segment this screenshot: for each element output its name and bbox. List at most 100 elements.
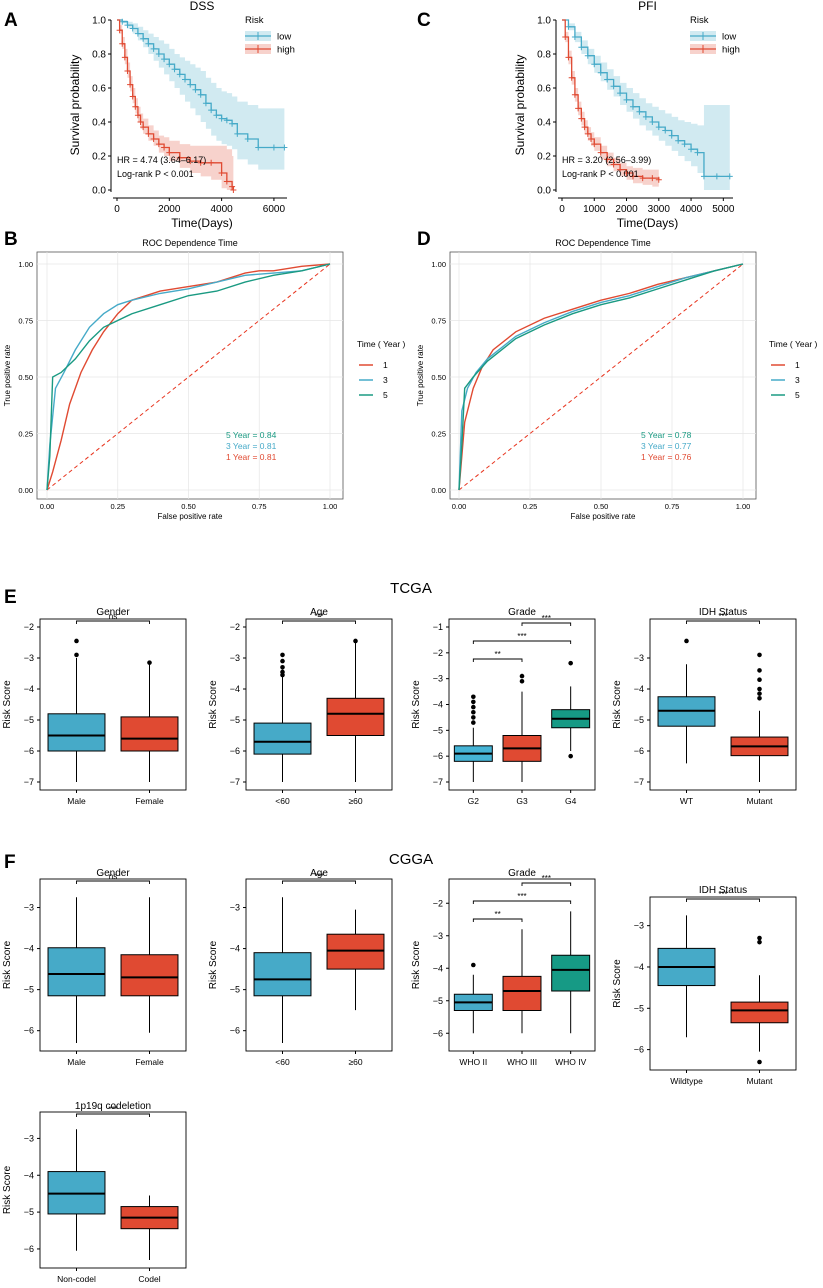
censor-mark: [161, 144, 168, 151]
legend-title: Risk: [245, 15, 264, 26]
significance-label: ***: [108, 1105, 117, 1114]
censor-mark: [134, 112, 141, 119]
censor-mark: [145, 130, 152, 137]
km-plot-A: DSS 0.0 0.2 0.4 0.6 0.8 1.0 0 2000 4000 6000 Time(D…: [68, 0, 295, 230]
y-tick-label: −3: [433, 674, 443, 684]
x-tick-label: 0.50: [181, 502, 196, 511]
outlier-point: [471, 704, 476, 710]
y-tick-label: −3: [24, 653, 34, 663]
significance-bracket: [472, 658, 523, 662]
x-tick-label: 0.75: [665, 502, 680, 511]
box-Female: [120, 716, 179, 752]
significance-bracket: [472, 900, 572, 904]
y-tick-label: −6: [24, 746, 34, 756]
censor-mark: [610, 83, 617, 90]
x-tick-label: 2000: [615, 204, 638, 215]
significance-label: ***: [314, 612, 323, 621]
censor-mark: [140, 124, 147, 131]
category-label: WT: [680, 796, 693, 806]
box-WHO IV: [551, 954, 591, 992]
x-tick-label: 4000: [680, 204, 703, 215]
significance-bracket: [686, 620, 760, 624]
outlier-point: [568, 660, 573, 666]
y-tick-label: −7: [634, 777, 644, 787]
y-axis-label: Risk Score: [208, 940, 219, 989]
section-title-cgga: CGGA: [389, 851, 433, 868]
y-tick-label: 0.00: [431, 486, 446, 495]
censor-mark: [213, 112, 220, 119]
category-label: Mutant: [747, 1076, 774, 1086]
censor-mark: [171, 66, 178, 73]
km-title: PFI: [638, 0, 657, 13]
significance-bracket: [282, 620, 356, 624]
censor-mark: [604, 156, 611, 163]
censor-mark: [116, 27, 123, 34]
y-tick-label: 0.00: [18, 486, 33, 495]
censor-mark: [234, 130, 241, 137]
y-tick-label: 0.75: [431, 317, 446, 326]
censor-mark: [176, 71, 183, 78]
y-tick-label: −4: [24, 684, 34, 694]
y-tick-label: 0.50: [18, 373, 33, 382]
x-tick-label: 1.00: [736, 502, 751, 511]
y-tick-label: −1: [433, 622, 443, 632]
panel-letter-A: A: [4, 10, 18, 31]
km-annotation: HR = 3.20 (2.56–3.99): [562, 155, 651, 165]
significance-label: ***: [542, 874, 551, 883]
censor-mark: [623, 96, 630, 103]
panel-frame: [39, 878, 187, 1052]
y-tick-label: −3: [634, 921, 644, 931]
censor-mark: [218, 115, 225, 122]
censor-mark: [150, 136, 157, 142]
category-label: WHO III: [507, 1057, 537, 1067]
y-tick-label: 0.0: [92, 186, 106, 197]
y-tick-label: −5: [634, 1003, 644, 1013]
box-<60: [253, 722, 312, 755]
box-Mutant: [730, 1001, 789, 1024]
panel-letter-D: D: [417, 229, 431, 250]
y-tick-label: −7: [230, 777, 240, 787]
significance-bracket: [521, 622, 572, 626]
y-tick-label: −4: [230, 944, 240, 954]
y-tick-label: −6: [634, 1045, 644, 1055]
legend-title: Time ( Year ): [357, 339, 406, 349]
censor-mark: [629, 103, 636, 110]
censor-mark: [694, 149, 701, 156]
y-tick-label: 0.4: [92, 118, 106, 129]
category-label: Male: [67, 1057, 86, 1067]
censor-mark: [642, 113, 649, 120]
y-tick-label: −5: [230, 715, 240, 725]
km-plot-C: PFI 0.0 0.2 0.4 0.6 0.8 1.0 0 1000 2000 3000 4000 50…: [513, 0, 740, 230]
category-label: G3: [516, 796, 528, 806]
y-tick-label: −2: [433, 898, 443, 908]
y-tick-label: 0.8: [92, 50, 106, 61]
censor-mark: [223, 178, 230, 185]
censor-mark: [565, 54, 572, 61]
censor-mark: [649, 119, 656, 125]
censor-mark: [223, 117, 230, 124]
y-tick-label: −4: [24, 1170, 34, 1180]
box-WHO III: [502, 975, 542, 1011]
censor-mark: [581, 124, 588, 131]
censor-mark: [155, 51, 162, 57]
x-tick-label: 0.50: [594, 502, 609, 511]
category-label: Male: [67, 796, 86, 806]
ci-band-high: [117, 20, 234, 190]
y-tick-label: −4: [230, 684, 240, 694]
boxplot-title: Grade: [508, 868, 536, 879]
y-axis-label: Risk Score: [411, 940, 422, 989]
y-axis-label: Survival probability: [68, 55, 82, 156]
outlier-point: [519, 678, 525, 684]
y-tick-label: −5: [24, 985, 34, 995]
significance-bracket: [686, 898, 760, 902]
legend-title: Time ( Year ): [769, 339, 818, 349]
auc-label: 5 Year = 0.84: [226, 430, 277, 440]
roc-plot-B: 0.00 0.00 0.25 0.25 0.50 0.50 0.75 0.75 1.00 1.00…: [3, 238, 406, 521]
significance-label: ***: [718, 890, 727, 899]
km-title: DSS: [190, 0, 215, 13]
censor-mark: [140, 35, 147, 42]
y-tick-label: −5: [24, 715, 34, 725]
y-tick-label: 0.75: [18, 317, 33, 326]
censor-mark: [129, 25, 136, 32]
box-Male: [47, 713, 106, 752]
